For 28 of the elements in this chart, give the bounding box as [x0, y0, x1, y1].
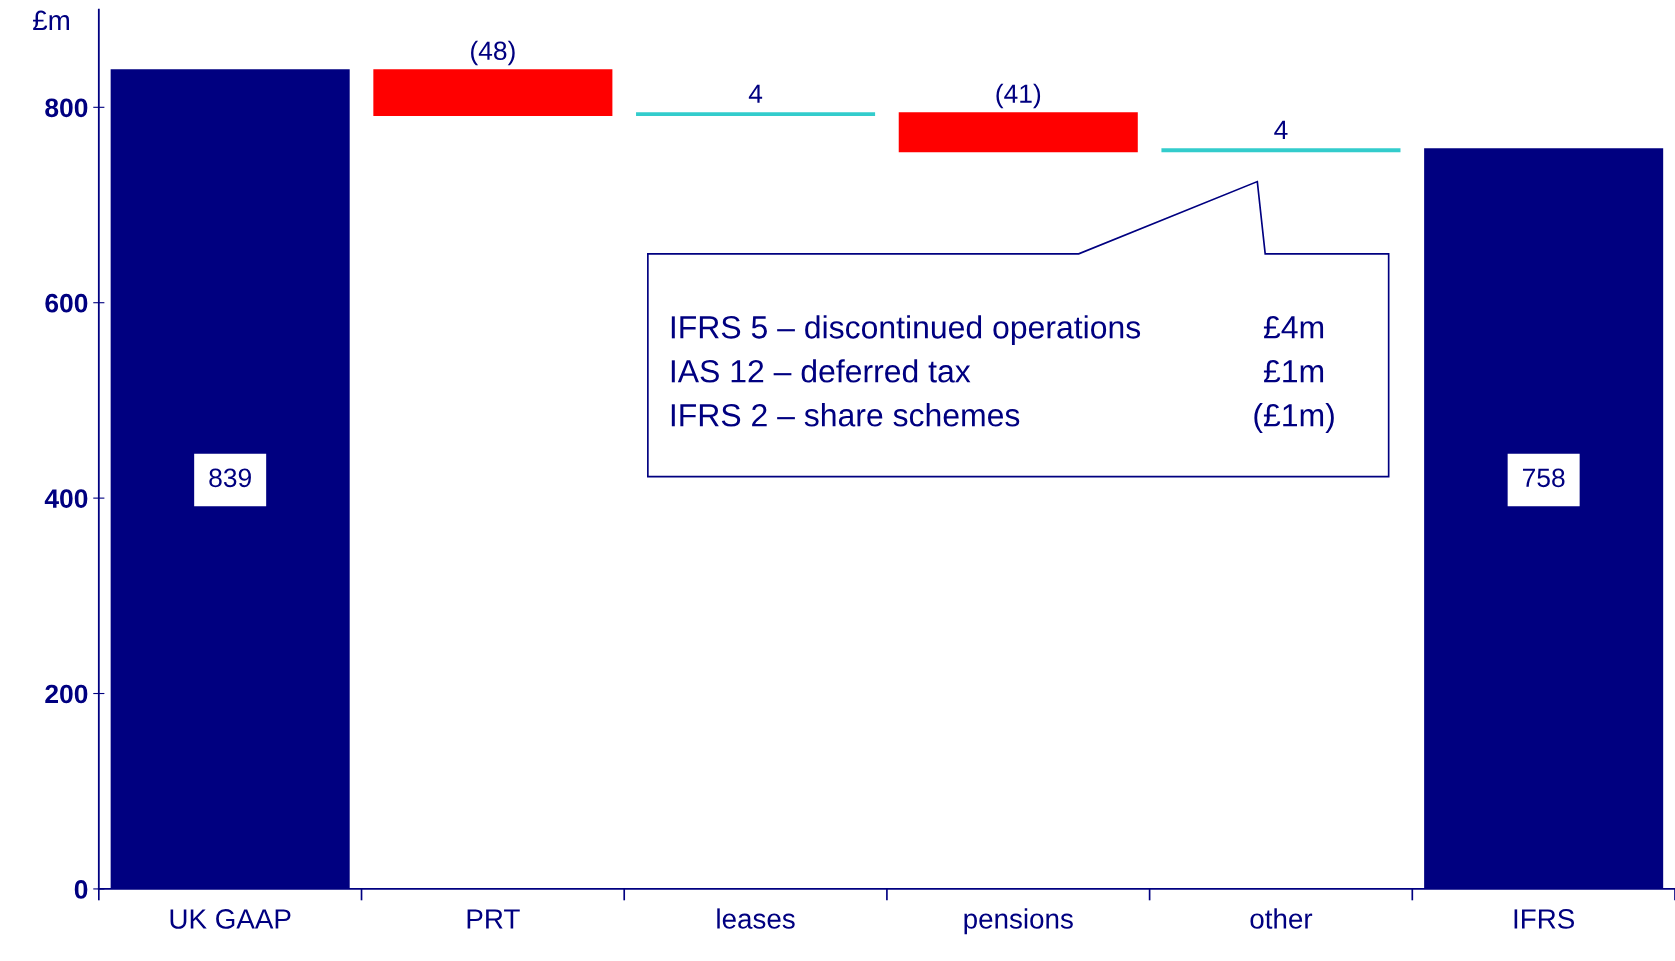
data-label: (41) [996, 83, 1041, 109]
data-label: 4 [1274, 120, 1288, 139]
x-tick-label: leases [717, 908, 795, 929]
annotation: £1m [1263, 359, 1324, 383]
data-label: 839 [209, 468, 251, 488]
x-tick-label: pensions [964, 908, 1073, 935]
x-tick-label: UK GAAP [170, 909, 291, 929]
data-label: 758 [1522, 468, 1565, 488]
annotation: (£1m) [1254, 403, 1334, 433]
x-tick-label: other [1250, 908, 1313, 929]
annotation: IFRS 2 – share schemes [671, 403, 1020, 427]
y-tick-label: 600 [45, 293, 88, 313]
data-label: (48) [471, 40, 515, 66]
data-label: 4 [748, 84, 763, 103]
y-tick-label: 200 [45, 684, 88, 704]
annotation: IAS 12 – deferred tax [671, 359, 971, 383]
bar [898, 112, 1138, 153]
x-tick-label: PRT [467, 909, 520, 929]
bar [636, 112, 876, 117]
y-tick-label: 400 [44, 489, 88, 508]
bar [373, 69, 613, 117]
annotation: £4m [1263, 316, 1324, 339]
bar [1161, 148, 1401, 153]
y-tick-label: 800 [45, 98, 88, 118]
annotation: IFRS 5 – discontinued operations [671, 315, 1141, 345]
y-axis-title: £m [33, 10, 69, 30]
x-tick-label: IFRS [1514, 909, 1575, 929]
y-tick-label: 0 [74, 880, 88, 899]
